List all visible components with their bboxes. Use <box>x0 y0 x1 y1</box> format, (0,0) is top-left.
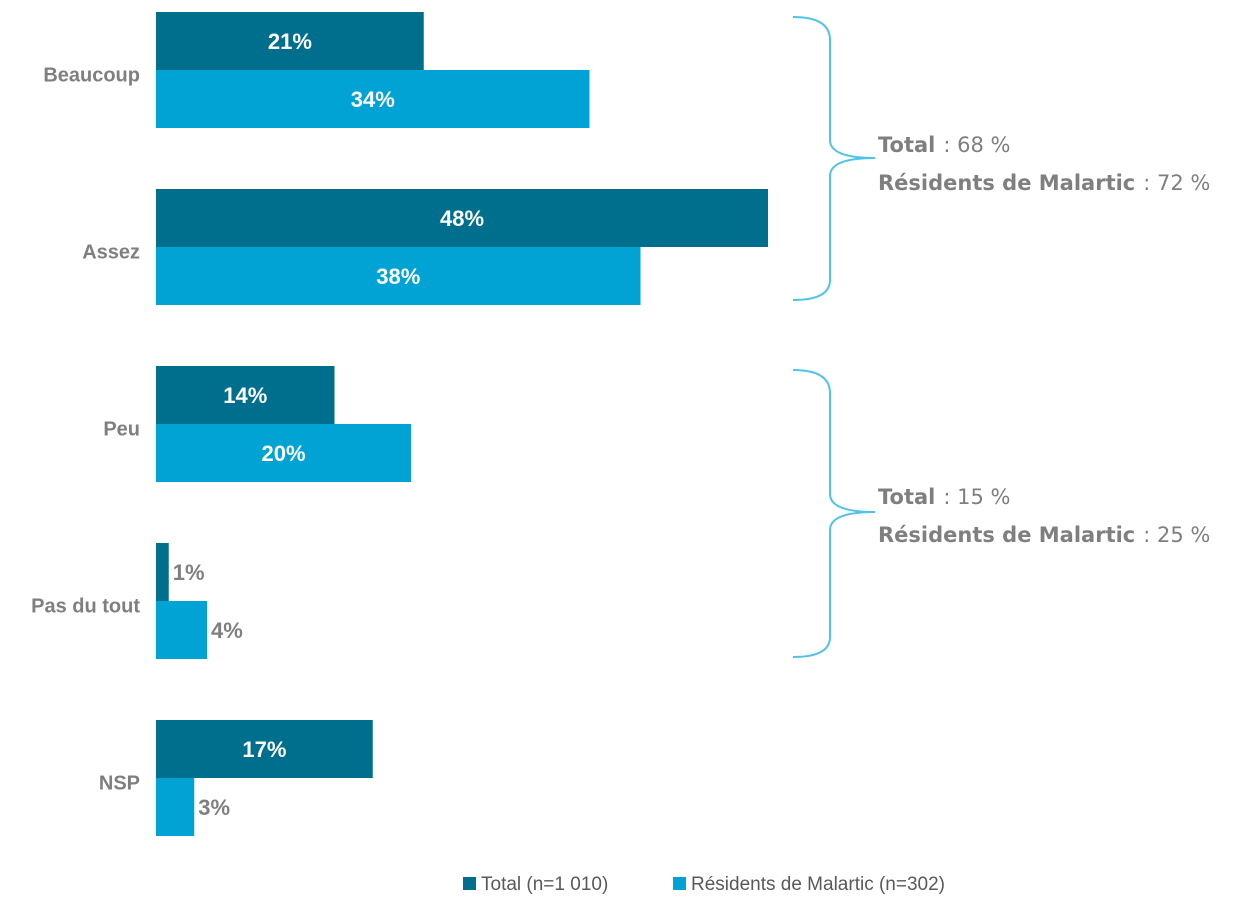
value-label: 1% <box>173 560 205 585</box>
legend-swatch <box>463 877 476 890</box>
annotation: Résidents de Malartic : 25 % <box>878 523 1210 547</box>
value-label: 34% <box>351 87 395 112</box>
bar <box>156 601 207 659</box>
value-label: 38% <box>376 264 420 289</box>
annotation-text: : 15 % <box>943 485 1010 509</box>
category-label: Beaucoup <box>43 64 140 86</box>
bar <box>156 247 641 305</box>
legend-label: Résidents de Malartic (n=302) <box>691 874 945 895</box>
bar <box>156 778 195 836</box>
value-label: 17% <box>242 737 286 762</box>
category-label: NSP <box>99 772 140 794</box>
bar <box>156 543 169 601</box>
bar <box>156 70 590 128</box>
value-label: 21% <box>268 29 312 54</box>
value-label: 20% <box>261 441 305 466</box>
annotation: Total : 15 % <box>878 485 1010 509</box>
value-label: 14% <box>223 383 267 408</box>
annotation-text: : 25 % <box>1143 523 1210 547</box>
bracket <box>792 369 876 658</box>
category-label: Assez <box>82 241 140 263</box>
legend-label: Total (n=1 010) <box>481 874 608 895</box>
annotation-text: : 72 % <box>1143 171 1210 195</box>
annotation-label: Résidents de Malartic <box>878 523 1135 547</box>
annotation: Résidents de Malartic : 72 % <box>878 171 1210 195</box>
bar <box>156 12 424 70</box>
annotation-label: Total <box>878 133 935 157</box>
annotation-text: : 68 % <box>943 133 1010 157</box>
bar <box>156 720 373 778</box>
value-label: 48% <box>440 206 484 231</box>
category-label: Pas du tout <box>31 595 140 617</box>
value-label: 4% <box>211 618 243 643</box>
bar <box>156 424 411 482</box>
category-label: Peu <box>103 418 140 440</box>
legend-swatch <box>673 877 686 890</box>
bracket <box>792 16 876 301</box>
bar <box>156 189 768 247</box>
bar <box>156 366 335 424</box>
annotation-label: Total <box>878 485 935 509</box>
annotation: Total : 68 % <box>878 133 1010 157</box>
value-label: 3% <box>198 795 230 820</box>
annotation-label: Résidents de Malartic <box>878 171 1135 195</box>
